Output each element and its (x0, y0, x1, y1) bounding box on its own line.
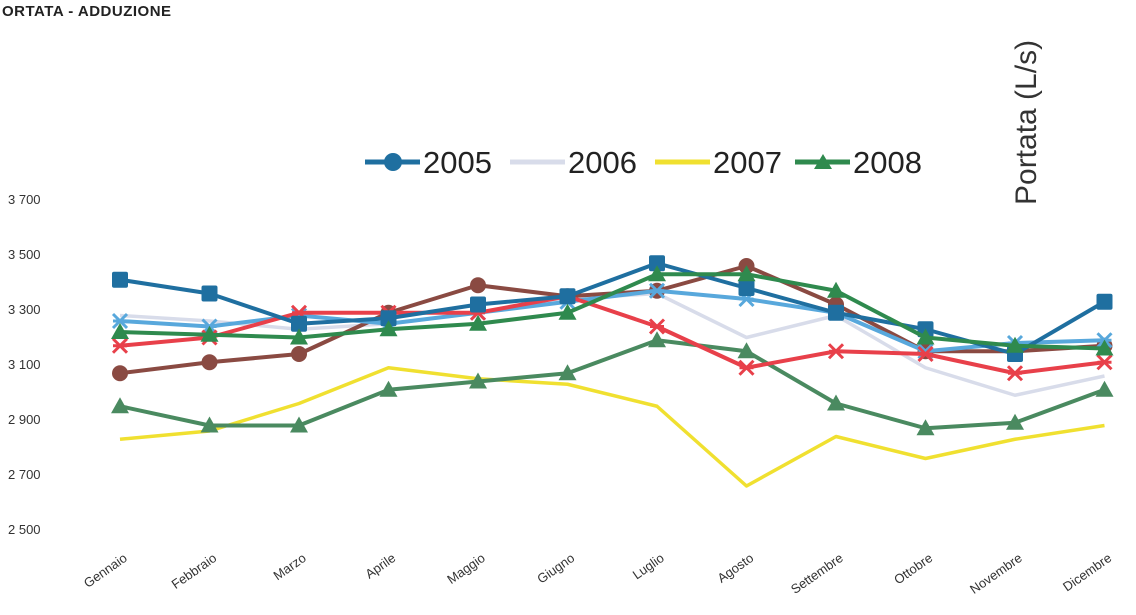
x-tick-label: Maggio (444, 550, 488, 587)
data-point (470, 277, 486, 294)
data-point (469, 372, 487, 389)
data-point (112, 365, 128, 382)
x-tick-label: Novembre (967, 550, 1025, 597)
data-point (1096, 354, 1113, 371)
x-tick-label: Giugno (534, 550, 577, 586)
y-tick-label: 3 300 (8, 302, 41, 317)
legend-item-2006: 2006 (510, 145, 637, 180)
y-axis-ticks: 3 700 3 500 3 300 3 100 2 900 2 700 2 500 (8, 192, 41, 537)
data-point (111, 323, 129, 339)
data-point (111, 312, 129, 330)
data-point (648, 331, 666, 348)
data-point (648, 265, 666, 282)
series-line (119, 366, 1105, 488)
y-tick-label: 2 500 (8, 522, 41, 537)
series-2007 (119, 366, 1105, 488)
x-tick-label: Aprile (362, 550, 398, 581)
legend: 2005 2006 2007 2008 (365, 145, 922, 180)
series-line (119, 272, 1105, 351)
data-point (648, 318, 666, 335)
data-point (917, 345, 934, 363)
y-tick-label: 3 700 (8, 192, 41, 207)
x-tick-label: Gennaio (81, 550, 130, 590)
data-point (112, 271, 128, 288)
data-point (827, 394, 845, 411)
data-point (558, 364, 577, 381)
data-point (1006, 413, 1024, 430)
data-point (827, 281, 845, 298)
data-point (380, 310, 397, 327)
legend-item-2008: 2008 (795, 145, 922, 180)
data-point (649, 255, 665, 272)
data-point (291, 315, 307, 332)
data-point (1006, 365, 1024, 382)
series-lines (111, 255, 1114, 488)
y-tick-label: 3 100 (8, 357, 41, 372)
data-point (291, 346, 307, 362)
data-point (201, 354, 218, 371)
series-line (119, 338, 1106, 431)
x-tick-label: Febbraio (169, 550, 220, 592)
x-tick-label: Marzo (271, 550, 309, 583)
x-tick-label: Agosto (714, 550, 756, 586)
y-tick-label: 2 900 (8, 412, 41, 427)
legend-label: 2008 (853, 145, 922, 180)
series-2006 (119, 291, 1105, 397)
data-point (111, 337, 129, 354)
y-tick-label: 2 700 (8, 467, 41, 482)
x-tick-label: Luglio (630, 550, 667, 582)
data-point (738, 359, 755, 376)
x-tick-label: Ottobre (891, 550, 935, 587)
data-point (737, 265, 756, 282)
legend-label: 2005 (423, 145, 492, 180)
x-tick-label: Dicembre (1060, 550, 1114, 594)
data-point (1006, 336, 1024, 353)
data-point (827, 343, 845, 360)
y-tick-label: 3 500 (8, 247, 41, 262)
series-unlabeled-7 (111, 331, 1114, 436)
data-point (290, 328, 308, 345)
legend-marker (384, 153, 402, 171)
data-point (469, 314, 487, 331)
data-point (1095, 339, 1114, 356)
data-point (828, 304, 844, 321)
data-point (470, 296, 486, 313)
x-tick-label: Settembre (788, 550, 846, 597)
data-point (738, 280, 755, 296)
chart-title: ORTATA - ADDUZIONE (2, 3, 172, 20)
legend-label: 2007 (713, 145, 782, 180)
data-point (916, 328, 935, 345)
legend-item-2005: 2005 (365, 145, 492, 180)
data-point (1095, 380, 1114, 397)
legend-item-2007: 2007 (655, 145, 782, 180)
x-axis-ticks: Gennaio Febbraio Marzo Aprile Maggio Giugno Lu… (81, 550, 1114, 597)
data-point (200, 325, 219, 342)
data-point (201, 285, 218, 302)
data-point (1096, 293, 1113, 310)
data-point (111, 397, 129, 414)
series-line (119, 261, 1106, 356)
data-point (379, 320, 398, 337)
data-point (559, 288, 576, 305)
series-2008 (111, 265, 1114, 356)
series-line (119, 291, 1105, 397)
data-point (648, 282, 666, 299)
data-point (290, 416, 308, 433)
data-point (200, 416, 219, 433)
legend-marker (814, 154, 832, 169)
legend-label: 2006 (568, 145, 637, 180)
data-point (558, 303, 577, 320)
data-point (916, 419, 935, 436)
data-point (379, 380, 398, 397)
data-point (737, 342, 756, 359)
